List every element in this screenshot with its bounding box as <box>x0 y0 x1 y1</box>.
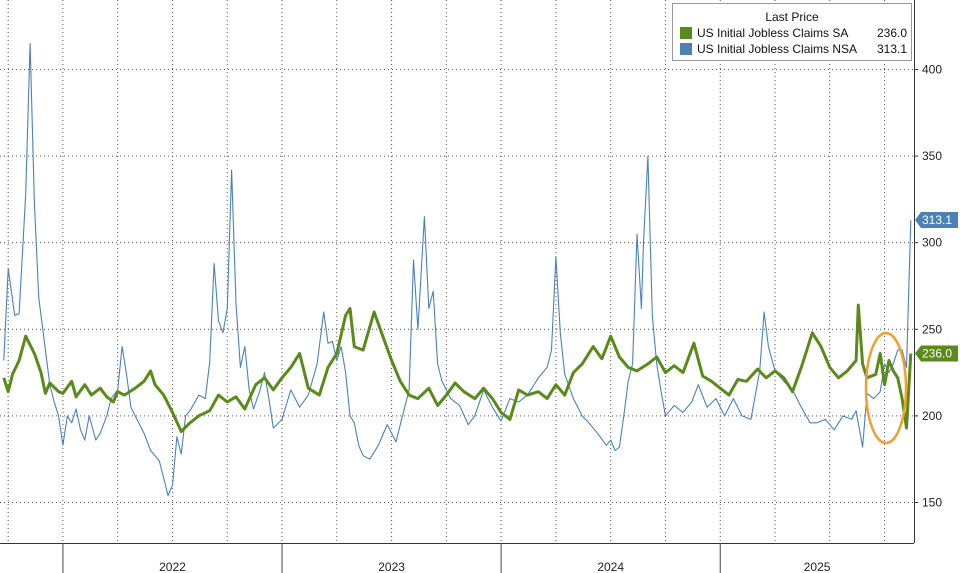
series-line-sa <box>2 303 913 433</box>
last-value-tag-bg <box>915 345 958 362</box>
last-value-label: 236.0 <box>922 347 952 361</box>
highlight-ellipse <box>864 331 908 445</box>
last-value-label: 313.1 <box>922 213 952 227</box>
legend-value-sa: 236.0 <box>876 26 907 40</box>
legend-item-nsa: US Initial Jobless Claims NSA 313.1 <box>673 41 911 57</box>
y-tick-label: 400 <box>922 63 942 77</box>
legend-label-nsa: US Initial Jobless Claims NSA <box>697 42 858 56</box>
last-value-tag-bg <box>915 212 958 229</box>
y-tick-label: 250 <box>922 322 942 336</box>
x-tick-label: 2023 <box>378 560 405 573</box>
legend-title: Last Price <box>765 10 819 24</box>
last-value-tag-sa: 236.0 <box>915 345 958 362</box>
x-tick-label: 2022 <box>159 560 186 573</box>
x-tick-label: 2024 <box>597 560 624 573</box>
y-tick-label: 150 <box>922 496 942 510</box>
legend-item-sa: US Initial Jobless Claims SA 236.0 <box>673 25 911 41</box>
y-tick-label: 200 <box>922 409 942 423</box>
series-line-nsa <box>3 42 912 497</box>
legend: Last Price US Initial Jobless Claims SA … <box>672 3 912 61</box>
y-tick-label: 350 <box>922 149 942 163</box>
legend-swatch-sa <box>680 27 692 39</box>
x-tick-label: 2025 <box>804 560 831 573</box>
legend-value-nsa: 313.1 <box>876 42 907 56</box>
legend-label-sa: US Initial Jobless Claims SA <box>697 26 849 40</box>
y-tick-label: 300 <box>922 236 942 250</box>
legend-swatch-nsa <box>680 43 692 55</box>
last-value-tag-nsa: 313.1 <box>915 212 958 229</box>
